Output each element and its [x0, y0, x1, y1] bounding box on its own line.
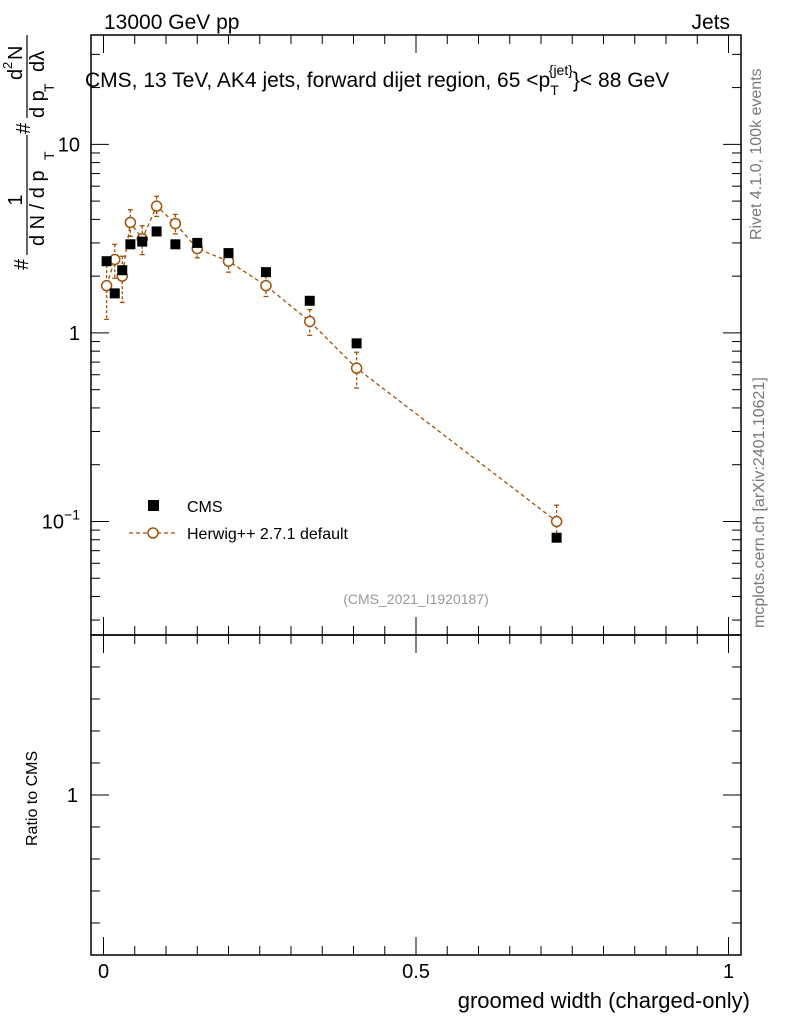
legend-cms-marker	[148, 500, 159, 511]
x-tick-label: 0	[98, 961, 109, 983]
cms-point	[151, 226, 162, 237]
ylabel-dp: d p	[27, 90, 49, 118]
ylabel-denom: d N / d p	[27, 170, 49, 246]
category-label: Jets	[691, 11, 730, 34]
herwig-line	[106, 205, 558, 522]
ratio-y-ticks: 1	[67, 634, 741, 956]
ylabel-dlambda: dλ	[27, 51, 49, 72]
ylabel-hash-1: #	[11, 258, 33, 270]
herwig-point	[304, 315, 316, 328]
y-tick-label-base: 10	[42, 511, 64, 533]
rivet-label: Rivet 4.1.0, 100k events	[748, 68, 765, 240]
main-ylabel: # 1 d N / d p T # d p T d 2 N dλ	[0, 35, 57, 270]
mcplots-label: mcplots.cern.ch [arXiv:2401.10621]	[751, 377, 768, 628]
x-ticks: 0 0.5 1	[98, 35, 734, 983]
herwig-point	[100, 279, 113, 292]
cms-point	[192, 237, 203, 248]
legend-herwig-label: Herwig++ 2.7.1 default	[187, 526, 349, 543]
plot-title-end: }< 88 GeV	[573, 69, 669, 92]
ylabel-d: d	[5, 69, 27, 80]
series-cms	[101, 226, 562, 543]
ylabel-n: N	[5, 46, 27, 60]
series-herwig	[100, 195, 563, 539]
cms-point	[223, 248, 234, 259]
xlabel: groomed width (charged-only)	[458, 988, 750, 1013]
y-tick-label: 10	[58, 134, 80, 156]
plot-title: CMS, 13 TeV, AK4 jets, forward dijet reg…	[85, 62, 669, 98]
y-tick-label: 1	[69, 323, 80, 345]
herwig-point	[350, 362, 363, 374]
herwig-point	[260, 279, 272, 292]
legend-cms-label: CMS	[187, 499, 223, 516]
ylabel-hash-2: #	[13, 122, 35, 134]
cms-point	[261, 267, 271, 278]
ylabel-denom-sub: T	[41, 151, 57, 160]
legend: CMS Herwig++ 2.7.1 default	[129, 499, 349, 543]
ylabel-dp-sub: T	[41, 83, 57, 92]
ratio-frame	[90, 634, 742, 956]
herwig-point	[124, 216, 137, 229]
cms-point	[137, 236, 148, 247]
beam-label: 13000 GeV pp	[104, 11, 239, 34]
cms-point	[101, 256, 112, 267]
x-tick-label: 0.5	[402, 961, 430, 983]
cms-point	[551, 532, 562, 543]
cms-point	[117, 265, 128, 276]
plot-title-sup: {jet}	[549, 62, 573, 78]
cms-point	[109, 288, 120, 299]
y-tick-label-sup: −1	[64, 506, 80, 522]
ratio-ylabel: Ratio to CMS	[24, 751, 41, 846]
cms-point	[304, 295, 315, 306]
ylabel-one: 1	[5, 194, 27, 205]
plot-title-sub: T	[550, 82, 559, 98]
cms-point	[125, 239, 136, 250]
ratio-y-tick-label: 1	[67, 785, 78, 807]
herwig-point	[169, 217, 182, 230]
herwig-point	[550, 515, 563, 528]
cms-point	[170, 239, 181, 250]
ylabel-d-sup: 2	[0, 62, 15, 69]
legend-herwig-marker	[147, 527, 159, 539]
analysis-id: (CMS_2021_I1920187)	[343, 591, 489, 607]
plot-title-main: CMS, 13 TeV, AK4 jets, forward dijet reg…	[85, 69, 550, 92]
x-tick-label: 1	[723, 961, 734, 983]
y-tick-label: 10−1	[42, 506, 80, 533]
herwig-point	[150, 200, 163, 212]
main-frame	[90, 34, 742, 636]
cms-point	[351, 338, 362, 349]
